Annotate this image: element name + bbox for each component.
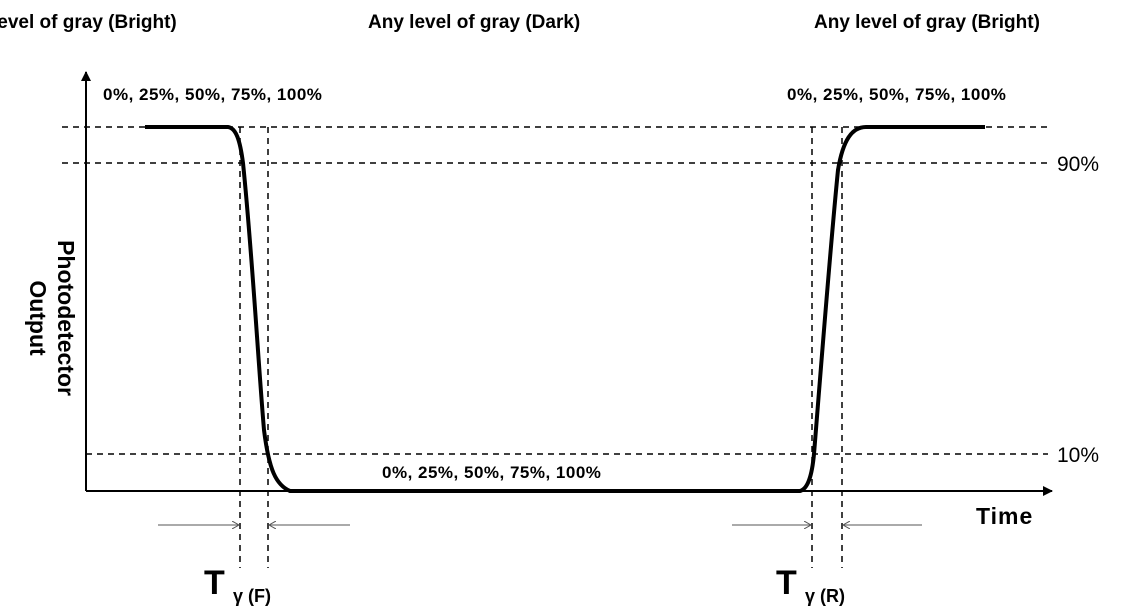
percent-label-top-left: 0%, 25%, 50%, 75%, 100%	[103, 85, 322, 104]
fall-time-label: T	[204, 564, 225, 602]
state-label-center: Any level of gray (Dark)	[368, 12, 580, 33]
threshold-label-90: 90%	[1057, 153, 1099, 176]
rise-time-subscript: γ (R)	[805, 586, 845, 606]
fall-time-subscript: γ (F)	[233, 586, 271, 606]
percent-label-top-right: 0%, 25%, 50%, 75%, 100%	[787, 85, 1006, 104]
y-axis-label-line2: Output	[25, 280, 51, 356]
threshold-label-10: 10%	[1057, 444, 1099, 467]
response-curve	[145, 125, 985, 493]
state-label-left: level of gray (Bright)	[0, 12, 177, 33]
x-axis-label: Time	[976, 503, 1033, 529]
percent-label-bottom: 0%, 25%, 50%, 75%, 100%	[382, 463, 601, 482]
y-axis-label-line1: Photodetector	[53, 240, 79, 396]
state-label-right: Any level of gray (Bright)	[814, 12, 1040, 33]
rise-time-label: T	[776, 564, 797, 602]
